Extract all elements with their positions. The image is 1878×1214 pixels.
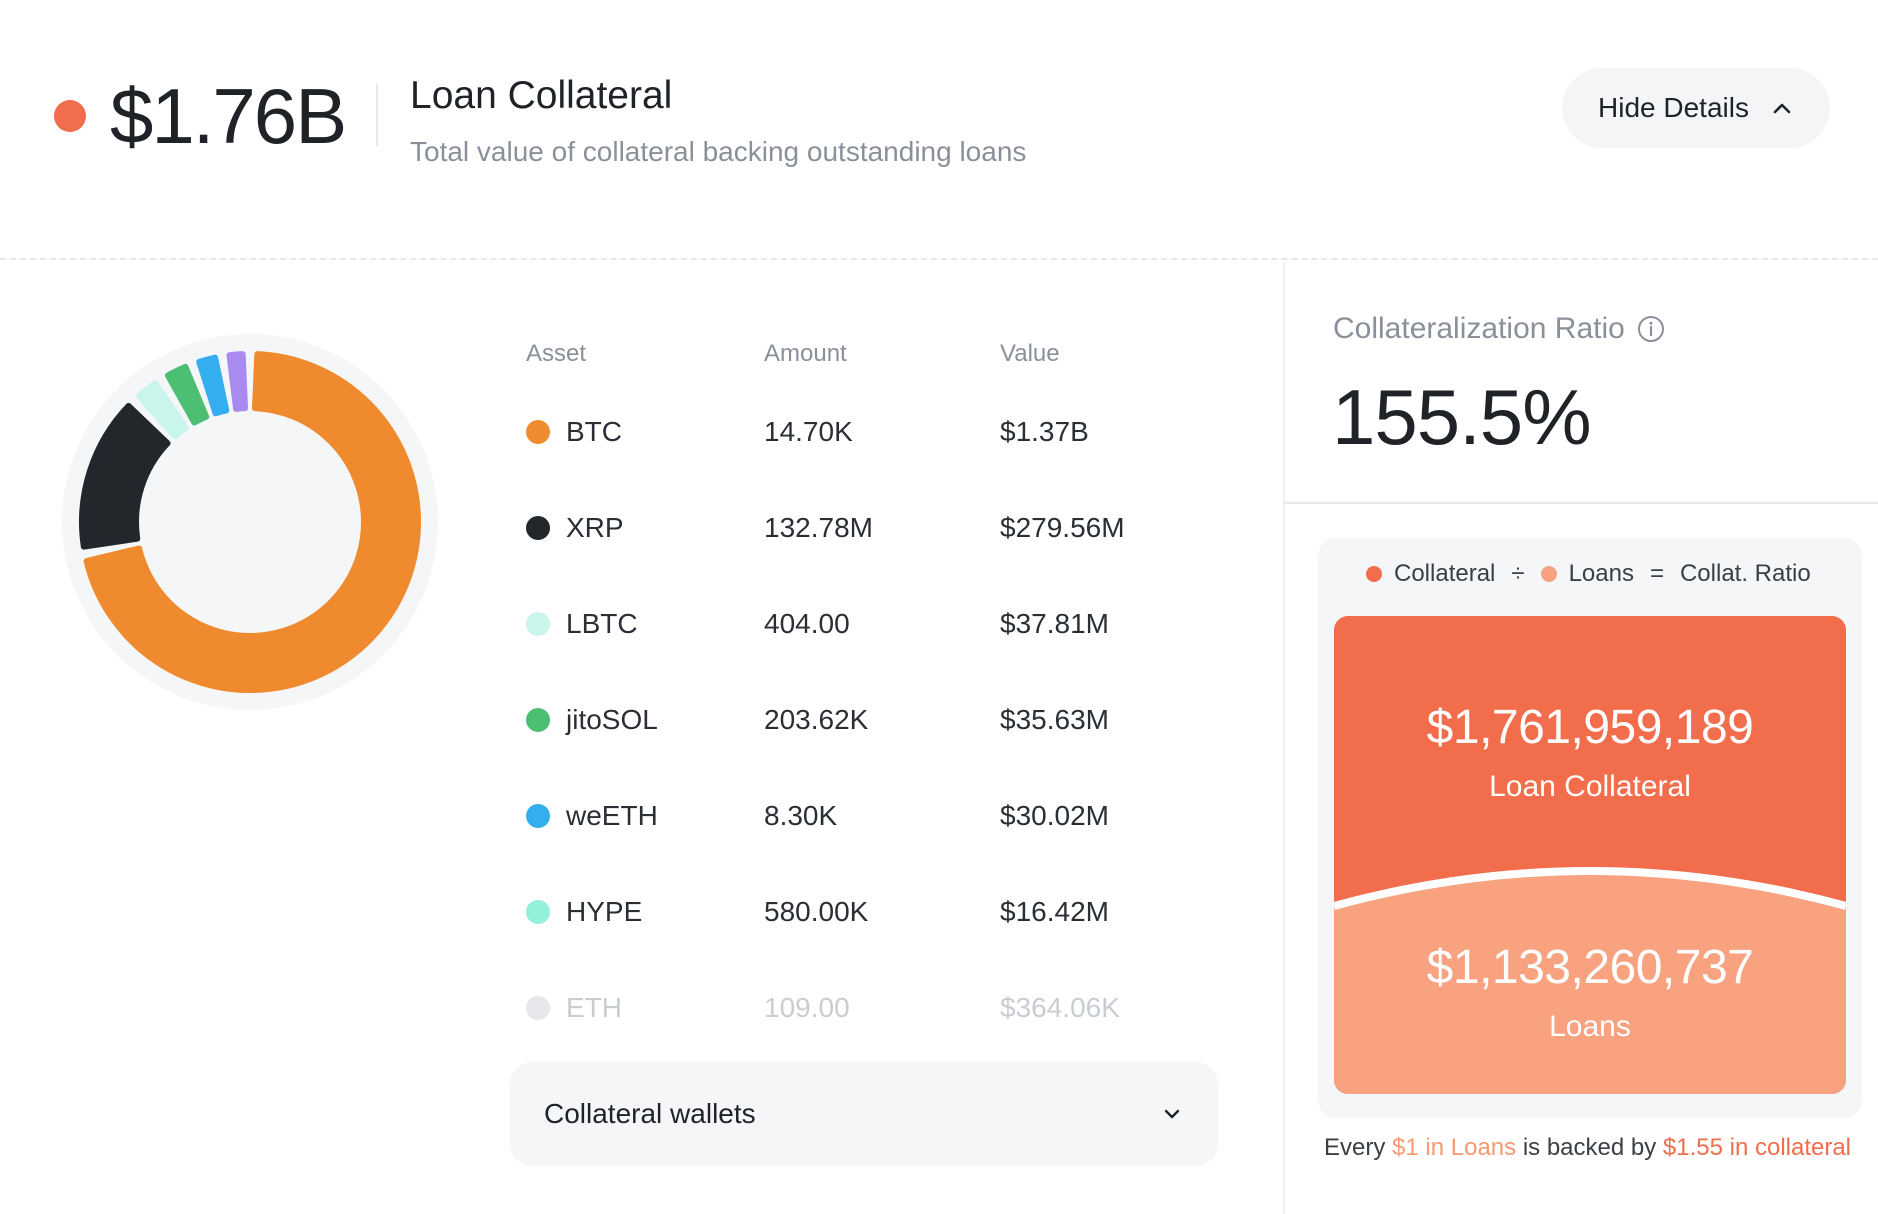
asset-name: LBTC xyxy=(566,608,638,639)
asset-value: $279.56M xyxy=(1000,512,1125,543)
asset-amount: 132.78M xyxy=(764,512,873,543)
chevron-down-icon xyxy=(1160,1102,1184,1126)
asset-color-dot xyxy=(526,516,550,540)
asset-color-dot xyxy=(526,420,550,444)
asset-value: $1.37B xyxy=(1000,416,1089,447)
ratio-title-label: Collateralization Ratio xyxy=(1333,312,1625,345)
footnote-loans: $1 in Loans xyxy=(1392,1134,1517,1161)
asset-name: weETH xyxy=(566,800,658,831)
total-collateral-value: $1.76B xyxy=(110,72,347,160)
ratio-equation-legend: Collateral ÷ Loans = Collat. Ratio xyxy=(1366,560,1811,588)
table-row[interactable]: weETH 8.30K $30.02M xyxy=(510,786,1230,846)
footnote-middle: is backed by xyxy=(1522,1134,1657,1161)
legend-result-label: Collat. Ratio xyxy=(1679,560,1811,587)
collateralization-ratio-value: 155.5% xyxy=(1332,373,1592,461)
asset-amount: 8.30K xyxy=(764,800,838,831)
asset-color-dot xyxy=(526,996,550,1020)
asset-amount: 109.00 xyxy=(764,992,850,1023)
column-header-amount: Amount xyxy=(764,340,847,367)
asset-name: BTC xyxy=(566,416,622,447)
page-title: Loan Collateral xyxy=(410,74,673,117)
asset-value: $37.81M xyxy=(1000,608,1109,639)
ratio-footnote: Every $1 in Loans is backed by $1.55 in … xyxy=(1324,1134,1851,1162)
column-header-value: Value xyxy=(1000,340,1060,367)
asset-amount: 580.00K xyxy=(764,896,869,927)
collateral-wallets-label: Collateral wallets xyxy=(544,1098,756,1129)
collateral-wallets-dropdown[interactable]: Collateral wallets xyxy=(510,1062,1218,1166)
hide-details-button[interactable]: Hide Details xyxy=(1562,68,1830,148)
footnote-collateral: $1.55 in collateral xyxy=(1662,1134,1852,1161)
column-header-asset: Asset xyxy=(526,340,587,367)
footnote-prefix: Every xyxy=(1324,1134,1386,1161)
table-row[interactable]: LBTC 404.00 $37.81M xyxy=(510,594,1230,654)
asset-value: $16.42M xyxy=(1000,896,1109,927)
asset-color-dot xyxy=(526,708,550,732)
asset-amount: 404.00 xyxy=(764,608,850,639)
asset-value: $364.06K xyxy=(1000,992,1120,1023)
donut-segment-btc[interactable] xyxy=(83,351,421,693)
asset-value: $30.02M xyxy=(1000,800,1109,831)
collateral-donut-chart xyxy=(28,300,472,744)
collateral-amount-label: Loan Collateral xyxy=(1489,770,1691,803)
chevron-up-icon xyxy=(1771,97,1793,119)
donut-segment-hype[interactable] xyxy=(226,351,249,412)
asset-name: jitoSOL xyxy=(566,704,658,735)
asset-amount: 14.70K xyxy=(764,416,853,447)
asset-color-dot xyxy=(526,804,550,828)
panel-separator xyxy=(1283,262,1285,1214)
donut-svg xyxy=(62,334,438,710)
bar-separator xyxy=(1334,867,1846,910)
donut-segment-lbtc[interactable] xyxy=(136,380,189,440)
ratio-divider xyxy=(1284,502,1878,504)
header-divider xyxy=(376,84,378,146)
donut-segment-xrp[interactable] xyxy=(79,402,171,550)
collateral-vs-loans-bars xyxy=(1334,616,1846,1094)
asset-value: $35.63M xyxy=(1000,704,1109,735)
donut-segment-weeth[interactable] xyxy=(196,354,230,417)
loans-bar xyxy=(1334,871,1846,1094)
table-row[interactable]: XRP 132.78M $279.56M xyxy=(510,498,1230,558)
asset-color-dot xyxy=(526,900,550,924)
asset-name: ETH xyxy=(566,992,622,1023)
loans-amount-label: Loans xyxy=(1549,1010,1631,1043)
legend-collateral-label: Collateral xyxy=(1394,560,1496,587)
status-dot xyxy=(54,100,86,132)
loans-amount: $1,133,260,737 xyxy=(1426,941,1754,994)
equals-operator: = xyxy=(1649,560,1664,587)
loans-legend-dot xyxy=(1540,566,1557,582)
ratio-title: Collateralization Ratio xyxy=(1333,312,1665,346)
table-row[interactable]: ETH 109.00 $364.06K xyxy=(510,978,1230,1038)
donut-segment-jitosol[interactable] xyxy=(164,363,210,426)
info-icon[interactable] xyxy=(1637,315,1665,343)
asset-name: HYPE xyxy=(566,896,643,927)
divide-operator: ÷ xyxy=(1511,560,1525,587)
collateral-amount: $1,761,959,189 xyxy=(1426,701,1754,754)
collateral-legend-dot xyxy=(1366,566,1382,582)
page-subtitle: Total value of collateral backing outsta… xyxy=(410,136,1027,167)
table-row[interactable]: jitoSOL 203.62K $35.63M xyxy=(510,690,1230,750)
asset-color-dot xyxy=(526,612,550,636)
asset-amount: 203.62K xyxy=(764,704,869,735)
header: $1.76B Loan Collateral Total value of co… xyxy=(0,0,1878,260)
table-row[interactable]: HYPE 580.00K $16.42M xyxy=(510,882,1230,942)
hide-details-label: Hide Details xyxy=(1598,92,1749,123)
legend-loans-label: Loans xyxy=(1568,560,1634,587)
table-row[interactable]: BTC 14.70K $1.37B xyxy=(510,402,1230,462)
asset-name: XRP xyxy=(566,512,624,543)
